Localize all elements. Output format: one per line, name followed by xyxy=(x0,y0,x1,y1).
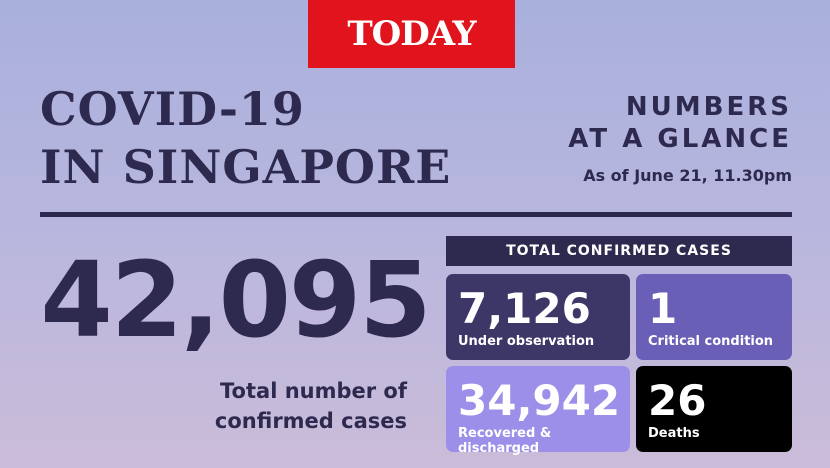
stat-value: 34,942 xyxy=(458,376,621,425)
stat-label: Deaths xyxy=(648,426,700,441)
stat-value: 26 xyxy=(648,376,707,425)
subtitle: AT A GLANCE xyxy=(568,124,792,154)
stat-value: 1 xyxy=(648,284,678,333)
stat-value: 7,126 xyxy=(458,284,591,333)
divider xyxy=(40,212,792,217)
title: COVID-19 xyxy=(40,82,305,136)
title: IN SINGAPORE xyxy=(40,140,452,194)
subtitle: NUMBERS xyxy=(625,92,792,122)
total-caption: confirmed cases xyxy=(214,409,407,433)
stat-label: Under observation xyxy=(458,334,595,349)
stat-card: 34,942 Recovered & discharged xyxy=(446,366,630,456)
total-caption: Total number of xyxy=(220,379,407,403)
stat-card: 7,126 Under observation xyxy=(446,274,630,360)
total-value: 42,095 xyxy=(40,239,431,361)
panel-header: TOTAL CONFIRMED CASES xyxy=(446,236,792,266)
stat-label: Critical condition xyxy=(648,334,774,349)
stat-card: 1 Critical condition xyxy=(636,274,792,360)
as-of: As of June 21, 11.30pm xyxy=(583,166,792,185)
logo: TODAY xyxy=(308,0,515,68)
stat-card: 26 Deaths xyxy=(636,366,792,452)
stat-label: Recovered & discharged xyxy=(458,426,552,456)
